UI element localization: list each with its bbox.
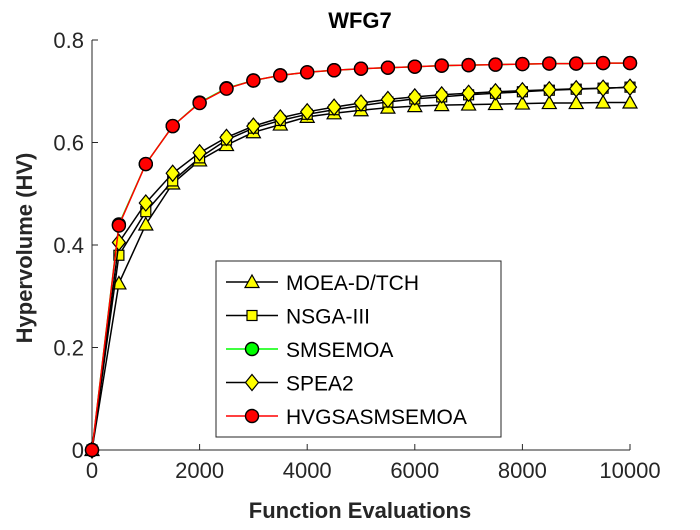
- data-point: [380, 90, 396, 109]
- data-point: [568, 94, 585, 110]
- data-point: [621, 94, 639, 109]
- legend-item: SPEA2: [226, 373, 354, 396]
- legend-label: HVGSASMSEMOA: [286, 406, 467, 429]
- legend-marker: [244, 408, 260, 424]
- y-tick-label: 0: [72, 438, 84, 463]
- legend-marker: [244, 341, 260, 357]
- data-point: [380, 60, 396, 75]
- data-point: [515, 81, 530, 100]
- x-tick-label: 0: [86, 458, 98, 483]
- data-point: [487, 95, 504, 111]
- data-point: [219, 81, 234, 96]
- data-point: [434, 58, 449, 73]
- data-point: [488, 82, 503, 101]
- chart-title: WFG7: [328, 8, 392, 33]
- series-3: [84, 78, 638, 459]
- data-point: [273, 108, 288, 127]
- data-point: [595, 94, 612, 109]
- y-axis-title: Hypervolume (HV): [12, 153, 37, 344]
- legend-item: NSGA-III: [226, 306, 370, 329]
- data-point: [542, 56, 557, 71]
- data-point: [461, 84, 476, 103]
- legend-marker: [244, 373, 260, 392]
- data-point: [192, 143, 207, 162]
- data-point: [595, 79, 611, 98]
- data-point: [138, 194, 154, 212]
- legend-marker: [243, 273, 261, 289]
- legend-item: SMSEMOA: [226, 339, 393, 362]
- data-point: [246, 117, 261, 136]
- data-point: [84, 442, 100, 458]
- data-point: [246, 73, 261, 88]
- data-point: [353, 61, 369, 76]
- data-point: [622, 78, 638, 97]
- x-tick-label: 4000: [283, 458, 332, 483]
- legend-item: HVGSASMSEMOA: [226, 406, 467, 429]
- data-point: [192, 95, 207, 111]
- data-point: [326, 63, 342, 78]
- series-4: [84, 55, 638, 458]
- x-tick-label: 10000: [599, 458, 660, 483]
- x-tick-label: 2000: [175, 458, 224, 483]
- data-point: [622, 55, 638, 71]
- legend: MOEA-D/TCH NSGA-III SMSEMOA SPEA2 HVGSASMSEM…: [215, 260, 502, 438]
- data-point: [541, 94, 558, 110]
- y-tick-label: 0.4: [53, 233, 84, 258]
- y-tick-label: 0.6: [53, 131, 84, 156]
- y-tick-label: 0.8: [53, 28, 84, 53]
- data-point: [299, 102, 315, 121]
- data-point: [488, 57, 503, 72]
- data-point: [433, 96, 450, 112]
- legend-marker: [246, 309, 258, 322]
- data-point: [300, 65, 315, 80]
- y-tick-label: 0.2: [53, 336, 84, 361]
- data-point: [514, 95, 531, 110]
- data-point: [407, 59, 422, 74]
- data-point: [165, 164, 180, 183]
- x-tick-label: 8000: [498, 458, 547, 483]
- data-point: [353, 94, 369, 112]
- data-point: [165, 118, 180, 134]
- data-point: [111, 218, 127, 233]
- data-point: [568, 79, 584, 98]
- data-point: [595, 55, 611, 71]
- data-point: [515, 56, 530, 72]
- data-point: [138, 156, 154, 172]
- legend-item: MOEA-D/TCH: [226, 272, 419, 295]
- data-point: [219, 128, 234, 147]
- data-point: [569, 56, 584, 71]
- legend-label: SMSEMOA: [286, 339, 393, 362]
- data-point: [542, 80, 557, 99]
- legend-label: MOEA-D/TCH: [286, 272, 419, 295]
- data-point: [460, 96, 477, 111]
- data-point: [461, 57, 476, 73]
- data-point: [326, 98, 342, 117]
- data-point: [137, 216, 154, 231]
- data-point: [434, 85, 449, 104]
- data-point: [273, 68, 288, 83]
- data-point: [407, 87, 423, 106]
- x-axis-title: Function Evaluations: [249, 498, 471, 523]
- legend-label: NSGA-III: [286, 306, 370, 329]
- legend-label: SPEA2: [286, 373, 354, 396]
- x-tick-label: 6000: [390, 458, 439, 483]
